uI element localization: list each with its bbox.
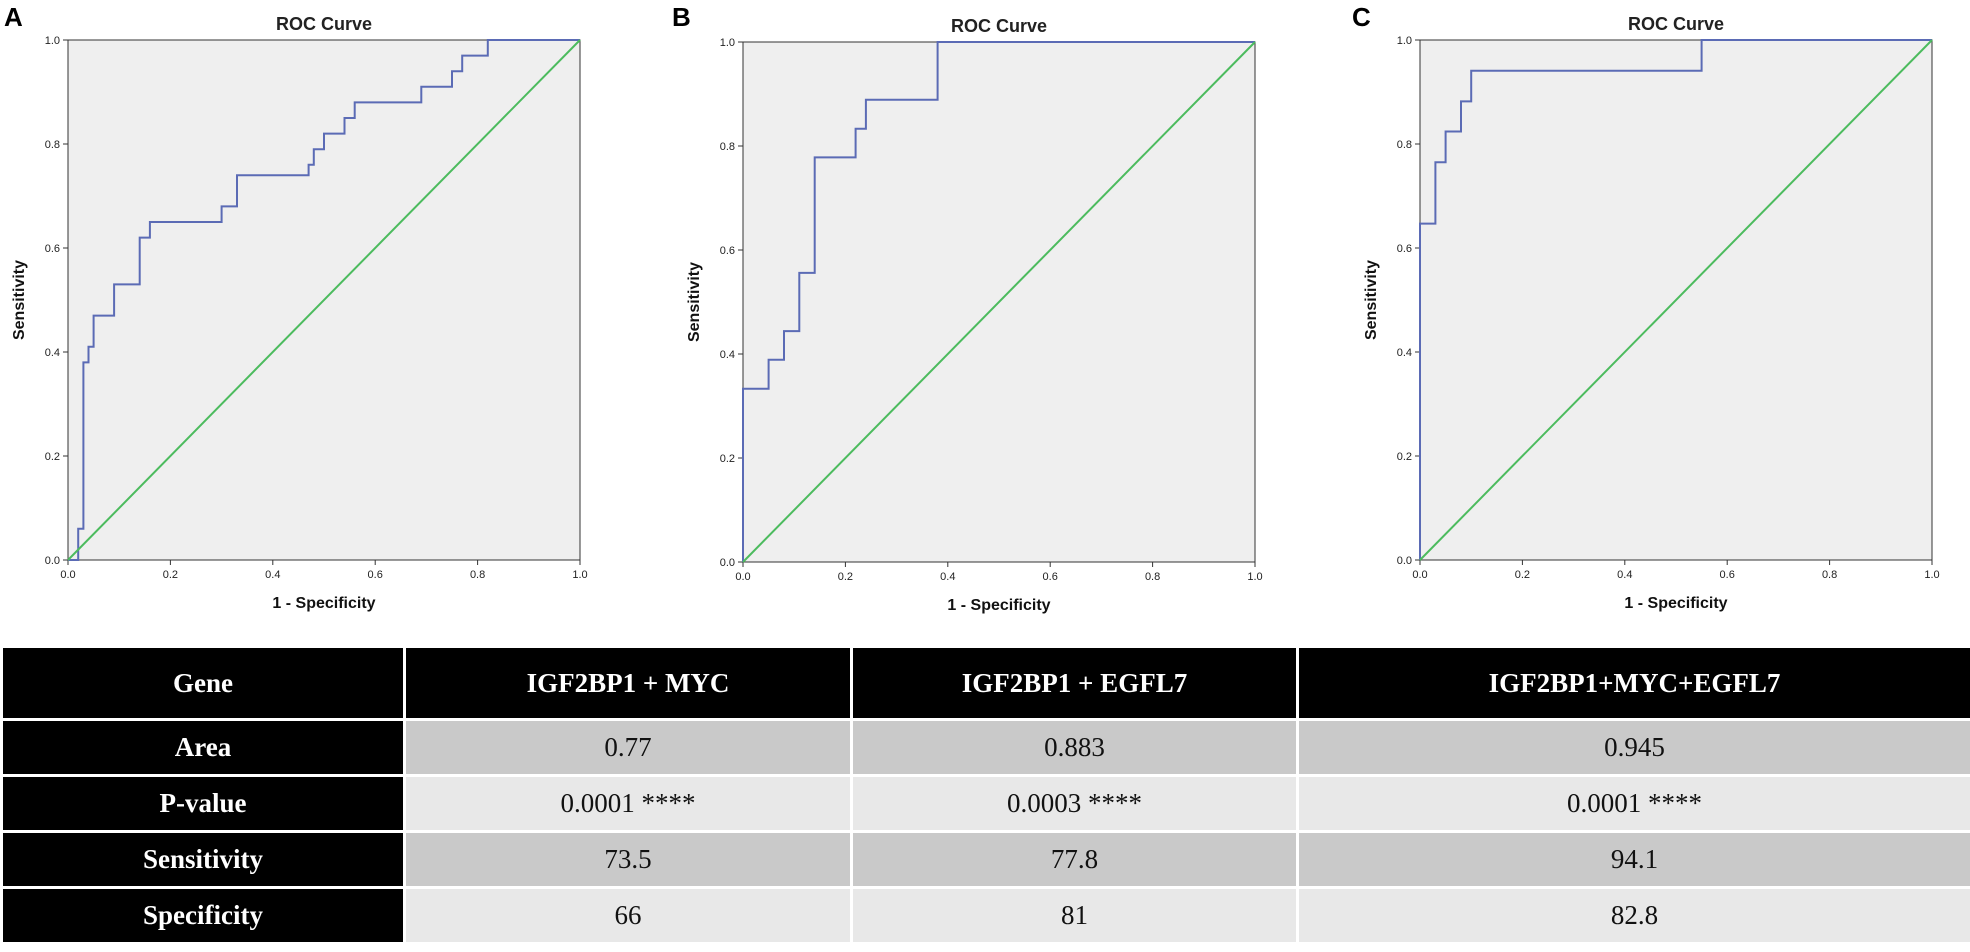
x-tick-label: 0.0 bbox=[1412, 569, 1427, 581]
y-tick-label: 1.0 bbox=[45, 35, 60, 47]
x-tick-label: 0.8 bbox=[1145, 571, 1160, 583]
x-tick-label: 0.6 bbox=[368, 569, 383, 581]
x-axis-label: 1 - Specificity bbox=[272, 595, 375, 612]
panel-letter: A bbox=[4, 2, 23, 32]
chart-title: ROC Curve bbox=[1628, 14, 1724, 34]
table-header-cell: Gene bbox=[0, 645, 406, 721]
table-cell: 66 bbox=[403, 886, 853, 945]
roc-curve-line bbox=[68, 39, 580, 561]
table-header-cell: IGF2BP1+MYC+EGFL7 bbox=[1296, 645, 1970, 721]
x-tick-label: 0.8 bbox=[470, 569, 485, 581]
y-tick-label: 0.4 bbox=[1397, 347, 1412, 359]
y-tick-label: 0.8 bbox=[720, 141, 735, 153]
row-label: Sensitivity bbox=[0, 830, 406, 889]
x-tick-label: 0.6 bbox=[1043, 571, 1058, 583]
table-cell: 81 bbox=[850, 886, 1299, 945]
row-label: Specificity bbox=[0, 886, 406, 945]
x-tick-label: 0.8 bbox=[1822, 569, 1837, 581]
table-row: Sensitivity 73.5 77.8 94.1 bbox=[0, 830, 1970, 889]
reference-diagonal-line bbox=[67, 39, 581, 561]
reference-diagonal-line bbox=[1419, 39, 1933, 561]
panel-letter: C bbox=[1352, 2, 1371, 32]
y-tick-label: 0.6 bbox=[45, 243, 60, 255]
x-tick-label: 0.0 bbox=[60, 569, 75, 581]
row-label: P-value bbox=[0, 774, 406, 833]
y-axis-label: Sensitivity bbox=[686, 262, 703, 342]
y-tick-label: 0.0 bbox=[1397, 555, 1412, 567]
x-tick-label: 1.0 bbox=[1247, 571, 1262, 583]
table-cell: 0.945 bbox=[1296, 718, 1970, 777]
x-tick-label: 0.4 bbox=[940, 571, 955, 583]
table-header-cell: IGF2BP1 + EGFL7 bbox=[850, 645, 1299, 721]
x-tick-label: 0.2 bbox=[838, 571, 853, 583]
table-cell: 0.0001 **** bbox=[403, 774, 853, 833]
table-cell: 0.77 bbox=[403, 718, 853, 777]
x-tick-label: 1.0 bbox=[1924, 569, 1939, 581]
x-tick-label: 0.0 bbox=[735, 571, 750, 583]
panel-letter: B bbox=[672, 2, 691, 32]
y-tick-label: 0.2 bbox=[45, 451, 60, 463]
table-cell: 82.8 bbox=[1296, 886, 1970, 945]
y-tick-label: 0.0 bbox=[720, 557, 735, 569]
y-tick-label: 0.6 bbox=[720, 245, 735, 257]
roc-curve-line bbox=[742, 41, 1255, 562]
table-cell: 77.8 bbox=[850, 830, 1299, 889]
x-axis-label: 1 - Specificity bbox=[947, 597, 1050, 614]
table-row: Specificity 66 81 82.8 bbox=[0, 886, 1970, 945]
table-cell: 94.1 bbox=[1296, 830, 1970, 889]
table-cell: 0.0003 **** bbox=[850, 774, 1299, 833]
y-tick-label: 0.6 bbox=[1397, 243, 1412, 255]
x-tick-label: 0.2 bbox=[163, 569, 178, 581]
x-tick-label: 0.4 bbox=[265, 569, 280, 581]
y-tick-label: 1.0 bbox=[1397, 35, 1412, 47]
y-axis-label: Sensitivity bbox=[11, 260, 28, 340]
table-header-cell: IGF2BP1 + MYC bbox=[403, 645, 853, 721]
roc-charts: A ROC Curve 0.0 0.2 0.4 0.6 0.8 1.0 0.0 0.2 0.4 0.6… bbox=[4, 2, 1940, 614]
y-axis-label: Sensitivity bbox=[1363, 260, 1380, 340]
table-header-row: Gene IGF2BP1 + MYC IGF2BP1 + EGFL7 IGF2B… bbox=[0, 645, 1970, 721]
roc-curve-line bbox=[1419, 39, 1932, 560]
x-tick-label: 0.4 bbox=[1617, 569, 1632, 581]
reference-diagonal-line bbox=[742, 41, 1256, 563]
table-row: Area 0.77 0.883 0.945 bbox=[0, 718, 1970, 777]
y-tick-label: 0.8 bbox=[1397, 139, 1412, 151]
y-tick-label: 0.8 bbox=[45, 139, 60, 151]
chart-title: ROC Curve bbox=[276, 14, 372, 34]
y-tick-label: 1.0 bbox=[720, 37, 735, 49]
y-tick-label: 0.2 bbox=[1397, 451, 1412, 463]
y-tick-label: 0.4 bbox=[45, 347, 60, 359]
stats-table-wrap: Gene IGF2BP1 + MYC IGF2BP1 + EGFL7 IGF2B… bbox=[0, 645, 1970, 945]
row-label: Area bbox=[0, 718, 406, 777]
y-tick-label: 0.0 bbox=[45, 555, 60, 567]
x-tick-label: 0.2 bbox=[1515, 569, 1530, 581]
x-tick-label: 1.0 bbox=[572, 569, 587, 581]
x-axis-label: 1 - Specificity bbox=[1624, 595, 1727, 612]
table-row: P-value 0.0001 **** 0.0003 **** 0.0001 *… bbox=[0, 774, 1970, 833]
chart-title: ROC Curve bbox=[951, 16, 1047, 36]
y-tick-label: 0.4 bbox=[720, 349, 735, 361]
table-cell: 0.0001 **** bbox=[1296, 774, 1970, 833]
x-tick-label: 0.6 bbox=[1720, 569, 1735, 581]
table-cell: 0.883 bbox=[850, 718, 1299, 777]
table-cell: 73.5 bbox=[403, 830, 853, 889]
y-tick-label: 0.2 bbox=[720, 453, 735, 465]
stats-table: Gene IGF2BP1 + MYC IGF2BP1 + EGFL7 IGF2B… bbox=[0, 645, 1970, 945]
